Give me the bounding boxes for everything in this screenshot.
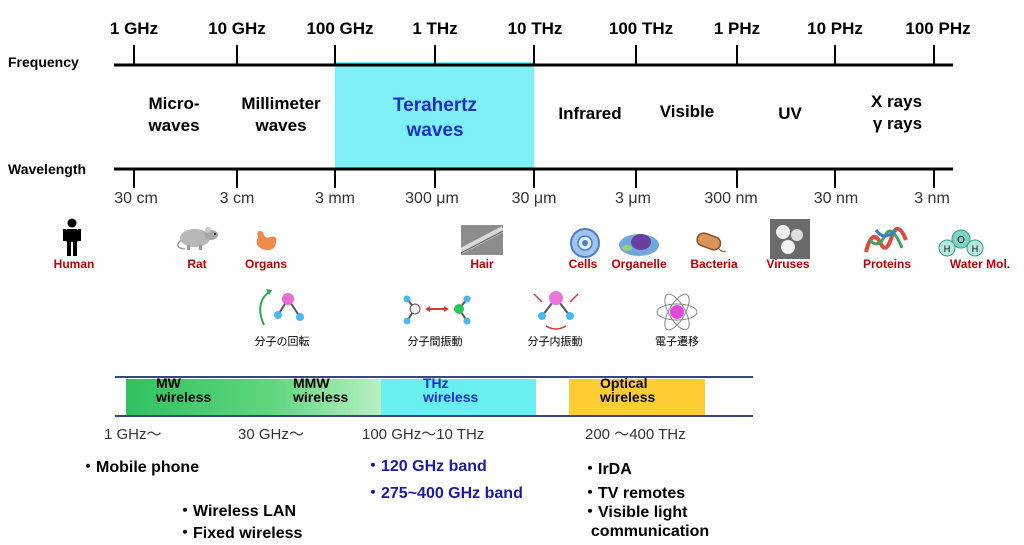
app-wireless-lan: ・Wireless LAN	[177, 503, 297, 520]
object-label-hair: Hair	[470, 257, 494, 271]
svg-text:O: O	[957, 235, 965, 246]
rat-icon	[177, 227, 218, 250]
object-label-water-molecule: Water Mol.	[949, 257, 1011, 271]
object-label-organs: Organs	[244, 257, 288, 271]
band-xrays-gamma: X rays γ rays	[871, 92, 923, 133]
band-millimeter: Millimeter waves	[241, 94, 321, 135]
intramolecular-vibration-icon	[533, 291, 579, 330]
protein-icon	[864, 227, 908, 253]
app-fixed-wireless: ・Fixed wireless	[177, 525, 303, 542]
freq-tick-10thz: 10 THz	[507, 19, 563, 38]
svg-text:H: H	[972, 244, 979, 254]
motion-label-intermolecular: 分子間振動	[407, 336, 463, 348]
intermolecular-vibration-icon	[403, 295, 471, 325]
freq-tick-1phz: 1 PHz	[713, 19, 761, 38]
mmw-range-label: 30 GHz～	[238, 426, 304, 443]
object-label-viruses: Viruses	[766, 257, 810, 271]
motion-label-intramolecular: 分子内振動	[527, 336, 583, 348]
mw-wireless-block	[126, 379, 271, 415]
electron-transition-icon	[656, 293, 698, 331]
wl-tick-300um: 300 μm	[405, 190, 459, 207]
wireless-band-top-line	[115, 376, 753, 378]
freq-tick-10phz: 10 PHz	[807, 19, 863, 38]
wavelength-tick-marks	[133, 169, 935, 188]
water-molecule-icon: O H H	[938, 229, 984, 257]
human-icon	[63, 218, 81, 256]
object-label-human: Human	[53, 257, 95, 271]
molecular-rotation-icon	[259, 289, 304, 326]
freq-tick-100phz: 100 PHz	[905, 19, 971, 38]
app-tv-remotes: ・TV remotes	[582, 485, 686, 502]
wavelength-axis-label: Wavelength	[8, 161, 87, 177]
object-label-organelle: Organelle	[611, 257, 667, 271]
bacteria-icon	[696, 232, 727, 253]
app-275-400ghz-band: ・275~400 GHz band	[365, 485, 523, 502]
mmw-wireless-label: MMW wireless	[293, 375, 349, 405]
thz-wireless-label: THz wireless	[423, 375, 479, 405]
wl-tick-3nm: 3 nm	[914, 190, 950, 207]
frequency-axis-label: Frequency	[8, 54, 79, 70]
virus-image-icon	[770, 219, 810, 259]
optical-wireless-block	[569, 379, 705, 415]
freq-tick-10ghz: 10 GHz	[208, 19, 266, 38]
mmw-wireless-block	[271, 379, 381, 415]
wl-tick-300nm: 300 nm	[704, 190, 758, 207]
band-infrared: Infrared	[558, 104, 622, 123]
wl-tick-30cm: 30 cm	[114, 190, 158, 207]
app-120ghz-band: ・120 GHz band	[365, 458, 487, 475]
band-terahertz: Terahertz waves	[392, 95, 478, 141]
band-uv: UV	[778, 104, 802, 123]
svg-text:H: H	[944, 244, 951, 254]
freq-tick-1thz: 1 THz	[412, 19, 458, 38]
frequency-tick-marks	[133, 45, 935, 65]
wl-tick-3mm: 3 mm	[315, 190, 355, 207]
organ-icon	[256, 231, 277, 251]
optical-range-label: 200 ～400 THz	[585, 426, 686, 443]
object-label-rat: Rat	[187, 257, 207, 271]
band-visible: Visible	[659, 102, 715, 121]
thz-wireless-block	[381, 379, 536, 415]
motion-label-electron-transition: 電子遷移	[655, 336, 699, 348]
optical-wireless-label: Optical wireless	[600, 375, 656, 405]
freq-tick-100ghz: 100 GHz	[306, 19, 374, 38]
band-microwaves: Micro- waves	[148, 94, 200, 135]
thz-range-label: 100 GHz～10 THz	[362, 426, 485, 443]
wl-tick-30nm: 30 nm	[813, 190, 859, 207]
app-mobile-phone: ・Mobile phone	[80, 459, 200, 476]
organelle-icon	[619, 234, 659, 256]
object-label-bacteria: Bacteria	[690, 257, 738, 271]
app-irda: ・IrDA	[582, 461, 632, 478]
freq-tick-1ghz: 1 GHz	[109, 19, 159, 38]
cell-icon	[570, 228, 600, 258]
wl-tick-3cm: 3 cm	[219, 190, 255, 207]
mw-range-label: 1 GHz～	[104, 426, 162, 443]
wl-tick-30um: 30 μm	[511, 190, 557, 207]
object-label-proteins: Proteins	[862, 257, 912, 271]
freq-tick-100thz: 100 THz	[608, 19, 674, 38]
wireless-band-bottom-line	[115, 415, 753, 417]
app-visible-light-communication: ・Visible light communication	[582, 504, 710, 540]
wl-tick-3um: 3 μm	[615, 190, 651, 207]
motion-label-rotation: 分子の回転	[254, 336, 310, 348]
mw-wireless-label: MW wireless	[156, 375, 212, 405]
hair-image-icon	[461, 225, 503, 255]
object-label-cells: Cells	[568, 257, 598, 271]
terahertz-band-highlight	[335, 62, 534, 168]
